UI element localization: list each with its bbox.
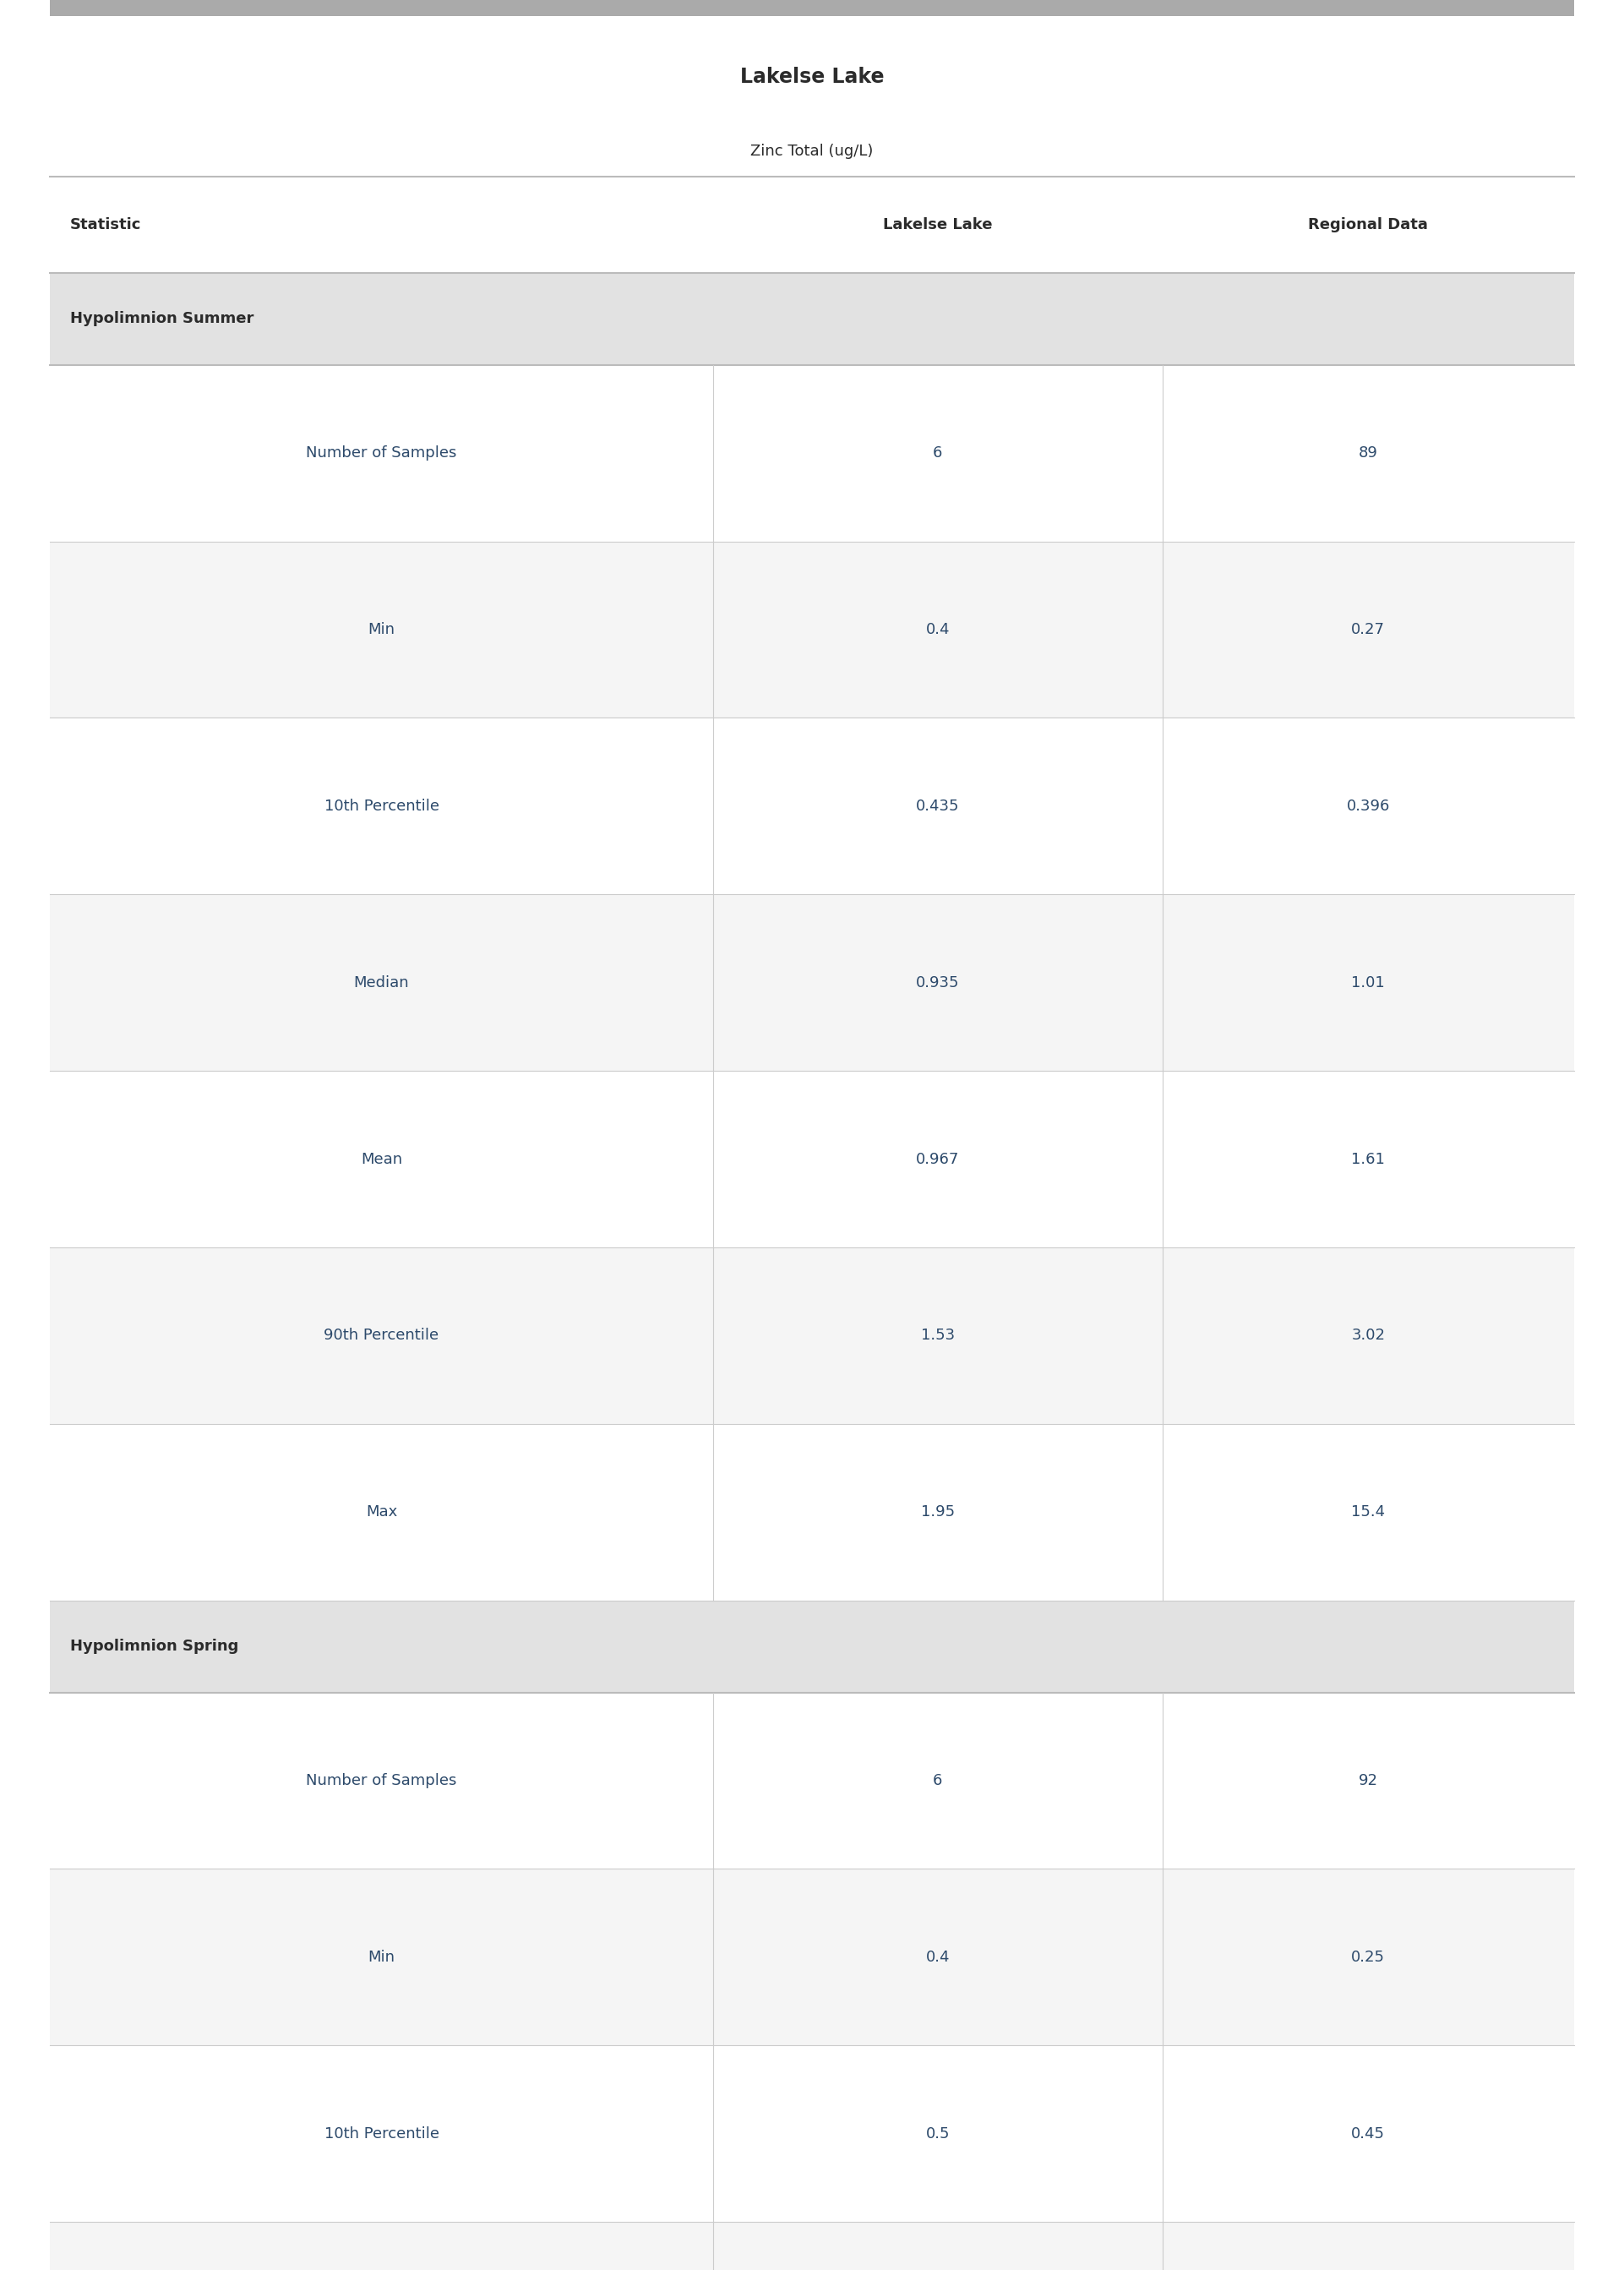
Text: Lakelse Lake: Lakelse Lake bbox=[883, 218, 992, 232]
Bar bbox=[50, 2222, 1574, 2270]
Text: Number of Samples: Number of Samples bbox=[307, 445, 456, 461]
Text: 10th Percentile: 10th Percentile bbox=[325, 799, 438, 813]
Bar bbox=[50, 272, 1574, 365]
Text: Lakelse Lake: Lakelse Lake bbox=[741, 66, 883, 86]
Text: 0.4: 0.4 bbox=[926, 1950, 950, 1966]
Text: 0.45: 0.45 bbox=[1351, 2127, 1385, 2141]
Text: 0.967: 0.967 bbox=[916, 1151, 960, 1167]
Text: Max: Max bbox=[365, 1505, 398, 1519]
Bar bbox=[50, 1693, 1574, 1868]
Text: Number of Samples: Number of Samples bbox=[307, 1773, 456, 1789]
Text: 1.01: 1.01 bbox=[1351, 976, 1385, 990]
Bar bbox=[0, 16, 1624, 177]
Text: Regional Data: Regional Data bbox=[1309, 218, 1427, 232]
Text: 0.5: 0.5 bbox=[926, 2127, 950, 2141]
Text: 1.61: 1.61 bbox=[1351, 1151, 1385, 1167]
Text: 3.02: 3.02 bbox=[1351, 1328, 1385, 1344]
Text: Min: Min bbox=[369, 1950, 395, 1966]
Bar bbox=[50, 894, 1574, 1071]
Text: 0.435: 0.435 bbox=[916, 799, 960, 813]
Text: 0.935: 0.935 bbox=[916, 976, 960, 990]
Text: Hypolimnion Summer: Hypolimnion Summer bbox=[70, 311, 253, 327]
Text: Hypolimnion Spring: Hypolimnion Spring bbox=[70, 1639, 239, 1655]
Text: 6: 6 bbox=[932, 445, 942, 461]
Text: Zinc Total (ug/L): Zinc Total (ug/L) bbox=[750, 143, 874, 159]
Bar bbox=[50, 1600, 1574, 1693]
Text: 0.25: 0.25 bbox=[1351, 1950, 1385, 1966]
Text: 6: 6 bbox=[932, 1773, 942, 1789]
Bar bbox=[50, 0, 1574, 16]
Bar bbox=[50, 1071, 1574, 1246]
Bar bbox=[50, 365, 1574, 543]
Bar bbox=[50, 1868, 1574, 2045]
Text: 89: 89 bbox=[1359, 445, 1377, 461]
Text: 0.27: 0.27 bbox=[1351, 622, 1385, 638]
Bar bbox=[50, 1423, 1574, 1600]
Text: 1.53: 1.53 bbox=[921, 1328, 955, 1344]
Bar bbox=[50, 717, 1574, 894]
Text: 0.396: 0.396 bbox=[1346, 799, 1390, 813]
Text: 90th Percentile: 90th Percentile bbox=[325, 1328, 438, 1344]
Text: Statistic: Statistic bbox=[70, 218, 141, 232]
Bar bbox=[50, 1246, 1574, 1423]
Text: 15.4: 15.4 bbox=[1351, 1505, 1385, 1519]
Text: 0.4: 0.4 bbox=[926, 622, 950, 638]
Text: Min: Min bbox=[369, 622, 395, 638]
Text: 10th Percentile: 10th Percentile bbox=[325, 2127, 438, 2141]
Text: 92: 92 bbox=[1358, 1773, 1377, 1789]
Text: Median: Median bbox=[354, 976, 409, 990]
Text: Mean: Mean bbox=[361, 1151, 403, 1167]
Text: 1.95: 1.95 bbox=[921, 1505, 955, 1519]
Bar bbox=[50, 2045, 1574, 2222]
Bar bbox=[50, 177, 1574, 272]
Bar bbox=[50, 543, 1574, 717]
